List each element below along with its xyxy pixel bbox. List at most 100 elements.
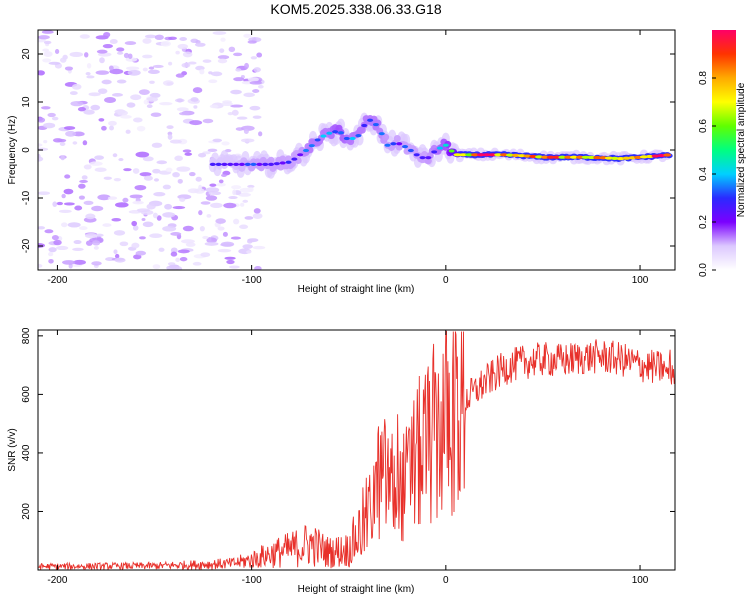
spectrogram-ridge-peak xyxy=(244,162,251,166)
spectrogram-x-tick-label: 0 xyxy=(443,275,449,286)
spectrogram-ridge-peak xyxy=(390,142,397,146)
spectrogram-noise-cell xyxy=(230,104,244,108)
spectrogram-y-axis-label: Frequency (Hz) xyxy=(7,116,18,185)
spectrogram-noise-cell xyxy=(38,156,44,162)
spectrogram-ridge-peak xyxy=(209,162,216,166)
spectrogram-x-tick-label: 100 xyxy=(632,275,649,286)
spectrogram-noise-cell xyxy=(233,218,240,225)
spectrogram-x-axis-label: Height of straight line (km) xyxy=(298,284,415,295)
spectrogram-noise-cell xyxy=(192,261,202,266)
spectrogram-noise-cell xyxy=(83,164,92,170)
spectrogram-noise-cell xyxy=(92,240,101,246)
spectrogram-noise-cell xyxy=(116,79,127,84)
spectrogram-ridge-peak xyxy=(303,148,310,153)
spectrogram-noise-cell xyxy=(168,61,173,66)
spectrogram-noise-cell xyxy=(198,152,207,158)
spectrogram-ridge-peak xyxy=(448,149,455,153)
spectrogram-ridge-core xyxy=(382,133,390,141)
spectrogram-noise-cell xyxy=(179,197,186,202)
spectrogram-noise-cell xyxy=(139,172,152,177)
spectrogram-noise-cell xyxy=(71,83,82,90)
spectrogram-noise-cell xyxy=(221,141,230,146)
colorbar-scale xyxy=(712,30,736,270)
spectrogram-noise-cell xyxy=(64,174,71,179)
spectrogram-ridge-peak xyxy=(442,143,449,147)
spectrogram-noise-cell xyxy=(158,247,165,252)
snr-x-tick-label: 100 xyxy=(632,575,649,586)
spectrogram-ridge-peak xyxy=(215,162,222,166)
spectrogram-noise-cell xyxy=(57,138,67,143)
spectrogram-y-tick-label: -10 xyxy=(21,190,32,205)
spectrogram-noise-cell xyxy=(243,92,255,98)
spectrogram-noise-cell xyxy=(48,252,54,257)
spectrogram-noise-cell xyxy=(219,48,225,53)
spectrogram-noise-cell xyxy=(193,105,198,109)
snr-plot: -200 -100 0 100 200 400 600 800 Height of strai… xyxy=(7,327,676,595)
spectrogram-noise-cell xyxy=(43,40,52,45)
spectrogram-noise-cell xyxy=(126,66,140,71)
spectrogram-noise-cell xyxy=(55,245,69,251)
spectrogram-noise-cell xyxy=(217,55,230,60)
spectrogram-noise-cell xyxy=(182,51,193,58)
spectrogram-noise-cell xyxy=(94,155,105,160)
spectrogram-noise-cell xyxy=(168,36,177,40)
spectrogram-noise-cell xyxy=(242,244,253,249)
spectrogram-noise-cell xyxy=(174,155,183,162)
spectrogram-noise-cell xyxy=(38,263,43,268)
spectrogram-noise-cell xyxy=(109,39,118,45)
spectrogram-noise-cell xyxy=(252,89,260,93)
spectrogram-noise-cell xyxy=(217,226,225,231)
spectrogram-noise-cell xyxy=(51,116,59,121)
spectrogram-noise-cell xyxy=(189,172,196,177)
spectrogram-noise-cell xyxy=(244,62,249,69)
spectrogram-noise-cell xyxy=(127,53,133,59)
spectrogram-noise-cell xyxy=(177,249,190,254)
spectrogram-noise-cell xyxy=(224,256,236,260)
spectrogram-noise-cell xyxy=(200,252,211,258)
spectrogram-noise-cell xyxy=(220,241,235,247)
spectrogram-ridge-core xyxy=(279,155,287,163)
spectrogram-noise-cell xyxy=(72,247,84,251)
spectrogram-noise-cell xyxy=(94,167,107,172)
spectrogram-noise-cell xyxy=(143,175,153,181)
spectrogram-noise-cell xyxy=(202,235,209,240)
spectrogram-noise-cell xyxy=(134,185,147,191)
spectrogram-ridge-peak xyxy=(564,155,573,159)
snr-x-tick-label: 0 xyxy=(443,575,449,586)
spectrogram-ridge-peak xyxy=(361,123,368,128)
spectrogram-noise-cell xyxy=(184,152,193,156)
spectrogram-noise-cell xyxy=(249,81,262,85)
spectrogram-noise-cell xyxy=(152,264,161,270)
spectrogram-ridge-peak xyxy=(314,138,321,142)
spectrogram-noise-cell xyxy=(124,41,137,46)
spectrogram-noise-cell xyxy=(142,54,153,59)
spectrogram-ridge-peak xyxy=(308,144,315,148)
spectrogram-ridge-peak xyxy=(425,156,432,160)
spectrogram-ridge-core xyxy=(393,135,401,143)
spectrogram-noise-cell xyxy=(248,187,254,193)
spectrogram-noise-cell xyxy=(141,217,146,222)
spectrogram-noise-cell xyxy=(215,218,226,224)
spectrogram-ridge-core xyxy=(306,146,314,154)
spectrogram-noise-cell xyxy=(146,96,159,102)
spectrogram-ridge-peak xyxy=(575,155,584,159)
spectrogram-noise-cell xyxy=(83,109,95,115)
spectrogram-noise-cell xyxy=(176,107,189,112)
spectrogram-noise-cell xyxy=(175,266,183,270)
spectrogram-noise-cell xyxy=(109,125,114,131)
spectrogram-noise-cell xyxy=(205,195,218,201)
spectrogram-noise-cell xyxy=(253,67,261,73)
spectrogram-ridge-peak xyxy=(599,156,608,160)
spectrogram-ridge-peak xyxy=(291,157,298,161)
spectrogram-noise-cell xyxy=(172,206,186,210)
spectrogram-noise-cell xyxy=(142,67,148,72)
spectrogram-ridge-peak xyxy=(437,146,444,150)
spectrogram-noise-cell xyxy=(175,50,180,55)
spectrogram-noise-cell xyxy=(236,116,248,120)
spectrogram-noise-cell xyxy=(136,208,150,213)
spectrogram-noise-cell xyxy=(108,65,114,71)
spectrogram-noise-cell xyxy=(198,184,203,191)
spectrogram-noise-cell xyxy=(63,188,74,195)
colorbar-tick-label: 0.4 xyxy=(698,167,709,181)
spectrogram-noise-cell xyxy=(47,112,56,118)
